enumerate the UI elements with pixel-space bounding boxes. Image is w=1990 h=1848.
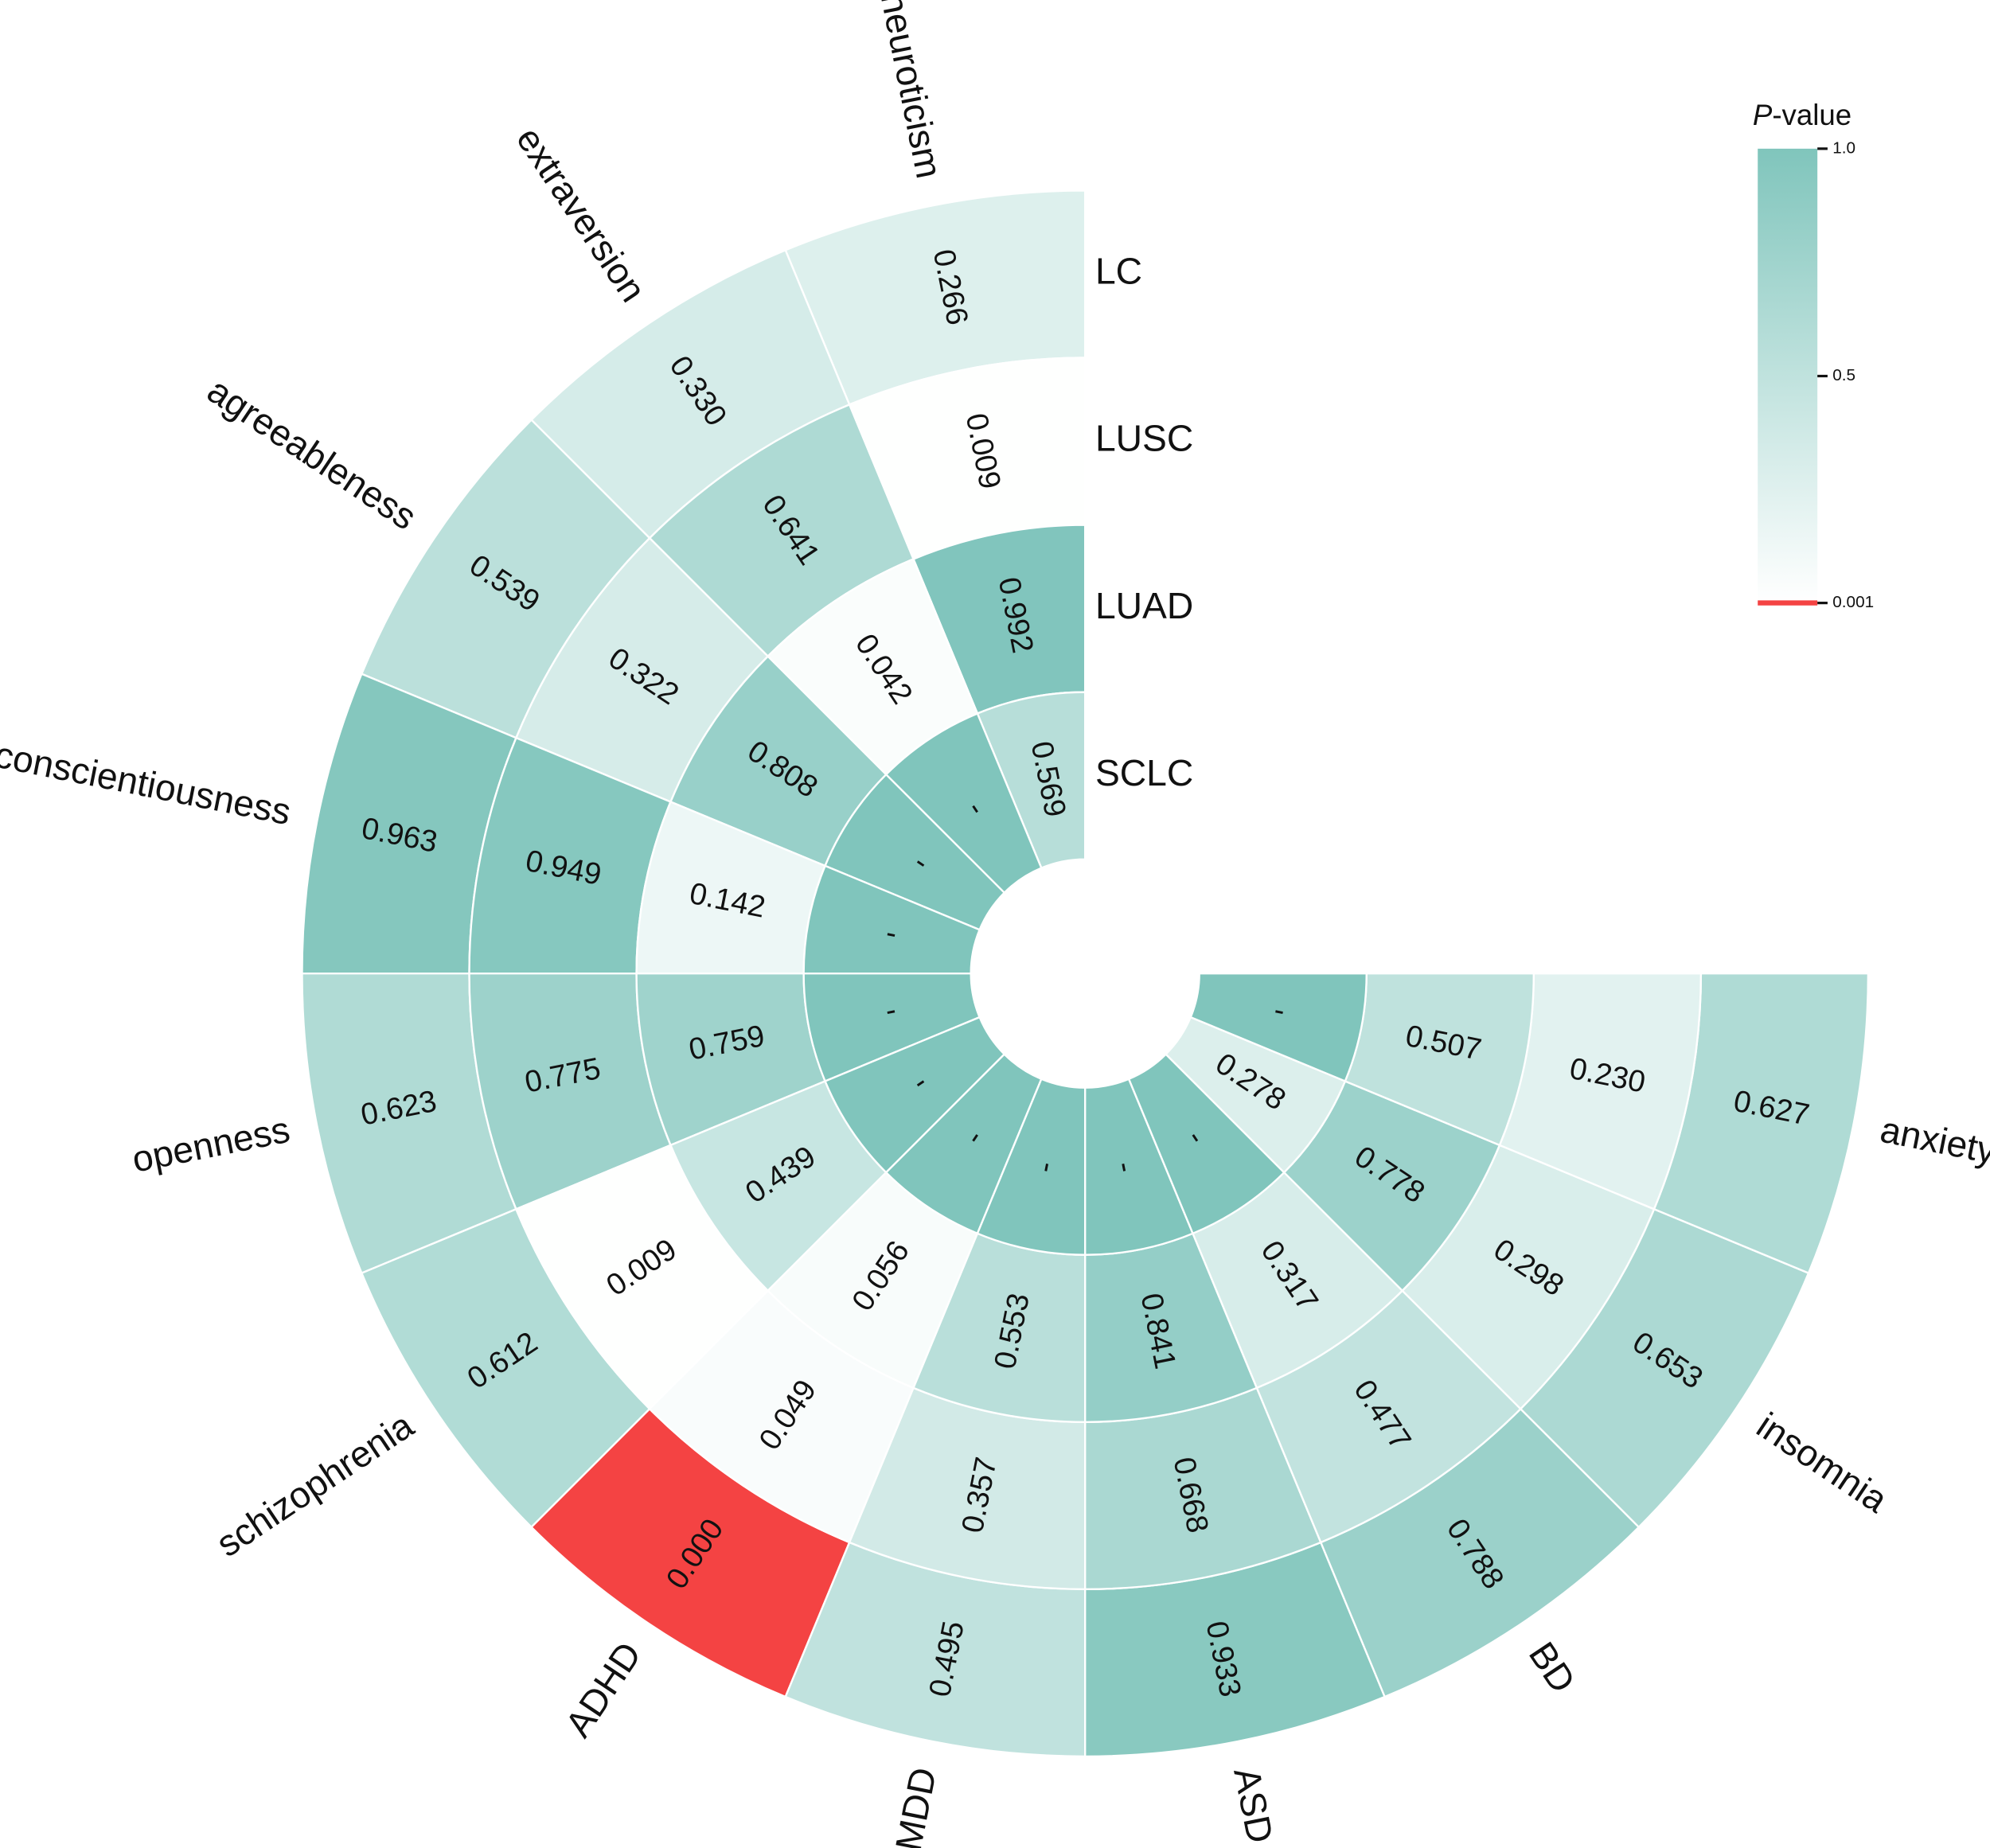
category-label: BD <box>1521 1635 1584 1700</box>
colorbar-tick-label: 0.001 <box>1832 593 1874 611</box>
category-label: ADHD <box>557 1635 650 1745</box>
category-label: MDD <box>888 1764 945 1848</box>
category-label: extraversion <box>509 119 654 309</box>
category-label: insomnia <box>1750 1404 1895 1520</box>
colorbar-tick-label: 0.5 <box>1832 366 1855 384</box>
category-label: neuroticism <box>873 0 950 181</box>
ring-label: SCLC <box>1095 752 1193 793</box>
category-label: schizophrenia <box>209 1404 420 1565</box>
category-label: ASD <box>1226 1764 1282 1846</box>
category-label: conscientiousness <box>0 734 295 833</box>
category-label: anxiety <box>1877 1109 1990 1172</box>
category-label: openness <box>129 1109 294 1180</box>
ring-label: LUAD <box>1095 585 1193 626</box>
heat-cell <box>1189 972 1368 1083</box>
ring-label: LUSC <box>1095 418 1193 459</box>
ring-label: LC <box>1095 251 1142 292</box>
colorbar-tick-label: 1.0 <box>1832 138 1855 157</box>
colorbar-title: P-value <box>1753 99 1851 131</box>
colorbar <box>1758 148 1818 603</box>
category-label: agreeableness <box>201 369 424 538</box>
